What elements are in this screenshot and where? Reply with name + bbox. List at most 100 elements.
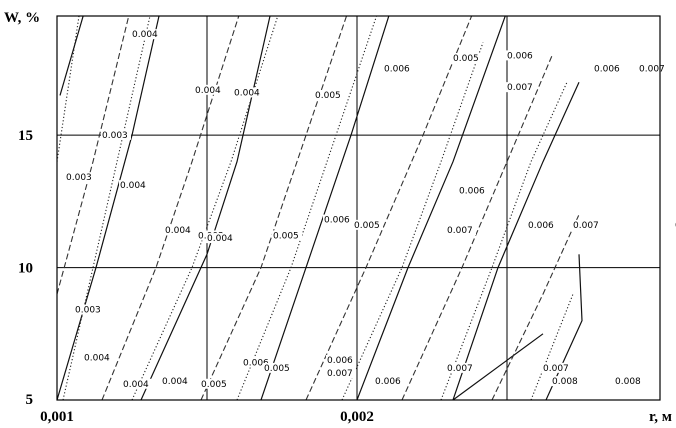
plot-frame xyxy=(56,15,661,401)
contour-label-27: 0.004 xyxy=(123,380,149,390)
contour-label-12: 0.004 xyxy=(120,181,146,191)
x-tick-label-0: 0,001 xyxy=(40,409,74,425)
contour-label-1: 0.004 xyxy=(195,86,221,96)
tick-labels: 0,001 0,002 5 10 15 xyxy=(18,128,374,425)
contour-label-13: 0.006 xyxy=(459,186,485,196)
contour-label-30: 0.006 xyxy=(243,359,269,369)
contour-label-31: 0.005 xyxy=(264,364,290,374)
contour-label-bg-18 xyxy=(323,214,353,225)
contour-label-bg-7 xyxy=(506,82,536,93)
contour-label-bg-23 xyxy=(674,219,676,230)
contour-label-bg-20 xyxy=(446,225,476,236)
contour-label-19: 0.005 xyxy=(354,221,380,231)
series-line-2-solid xyxy=(140,16,271,400)
contour-label-6: 0.006 xyxy=(507,51,533,61)
contour-label-bg-25 xyxy=(74,304,104,315)
contour-label-7: 0.007 xyxy=(507,83,533,93)
contour-label-16: 0.004 xyxy=(207,234,233,244)
contour-label-34: 0.006 xyxy=(375,377,401,387)
series-line-1-solid xyxy=(57,16,160,400)
contour-label-bg-37 xyxy=(551,376,581,387)
contour-label-bg-0 xyxy=(131,29,161,40)
contour-label-33: 0.007 xyxy=(327,369,353,379)
series-line-3-solid xyxy=(260,16,390,400)
contour-label-bg-38 xyxy=(614,376,644,387)
y-tick-label-2: 15 xyxy=(18,128,33,144)
contour-label-17: 0.005 xyxy=(273,231,299,241)
contour-label-35: 0.007 xyxy=(447,364,473,374)
series-line-7-solid xyxy=(452,333,544,400)
contour-label-28: 0.004 xyxy=(162,377,188,387)
contour-label-bg-13 xyxy=(458,185,488,196)
series-line-10-dashed xyxy=(200,16,348,400)
contour-label-bg-10 xyxy=(101,129,131,140)
y-axis-label: W, % xyxy=(4,10,40,26)
contour-label-38: 0.008 xyxy=(615,377,641,387)
contour-label-32: 0.006 xyxy=(327,356,353,366)
contour-label-bg-26 xyxy=(83,352,113,363)
contour-label-29: 0.005 xyxy=(201,380,227,390)
contour-label-bg-17 xyxy=(272,230,302,241)
contour-label-8: 0.006 xyxy=(594,65,620,75)
contour-label-11: 0.003 xyxy=(66,173,92,183)
contour-label-bg-4 xyxy=(383,63,413,74)
contour-label-36: 0.007 xyxy=(543,364,569,374)
contour-label-26: 0.004 xyxy=(84,353,110,363)
series-line-4-solid xyxy=(356,16,506,400)
contour-label-3: 0.005 xyxy=(315,91,341,101)
contour-label-bg-6 xyxy=(506,50,536,61)
contour-label-bg-31 xyxy=(263,362,293,373)
series-line-19-dotted xyxy=(440,81,568,400)
contour-label-bg-12 xyxy=(119,180,149,191)
contour-label-bg-32 xyxy=(326,354,356,365)
contour-label-4: 0.006 xyxy=(384,65,410,75)
contour-label-bg-27 xyxy=(122,378,152,389)
series-line-17-dotted xyxy=(236,16,378,400)
contour-label-bg-35 xyxy=(446,362,476,373)
contour-label-14: 0.004 xyxy=(165,226,191,236)
x-tick-label-1: 0,002 xyxy=(340,409,374,425)
contour-label-0: 0.004 xyxy=(132,30,158,40)
contour-label-10: 0.003 xyxy=(102,131,128,141)
y-tick-label-0: 5 xyxy=(26,392,34,408)
series-line-6-solid xyxy=(545,254,583,400)
contour-label-bg-11 xyxy=(65,172,95,183)
series-group xyxy=(57,16,583,400)
contour-label-37: 0.008 xyxy=(552,377,578,387)
contour-label-bg-8 xyxy=(593,63,623,74)
contour-label-bg-36 xyxy=(542,362,572,373)
series-line-12-dashed xyxy=(401,55,553,400)
contour-label-18: 0.006 xyxy=(324,216,350,226)
contour-label-bg-30 xyxy=(242,357,272,368)
contour-label-bg-19 xyxy=(353,219,383,230)
y-tick-label-1: 10 xyxy=(18,261,33,277)
contour-label-5: 0.005 xyxy=(453,54,479,64)
contour-label-2: 0.004 xyxy=(234,88,260,98)
contour-label-9: 0.007 xyxy=(639,65,665,75)
contour-label-bg-22 xyxy=(572,219,602,230)
series-line-11-dashed xyxy=(305,16,473,400)
series-line-9-dashed xyxy=(101,16,240,400)
contour-label-bg-3 xyxy=(314,90,344,101)
contour-label-25: 0.003 xyxy=(75,306,101,316)
contour-label-22: 0.007 xyxy=(573,221,599,231)
contour-label-20: 0.007 xyxy=(447,226,473,236)
contour-label-bg-1 xyxy=(194,84,224,95)
x-axis-label: r, м xyxy=(649,409,672,425)
series-line-18-dotted xyxy=(341,42,484,400)
contour-label-bg-33 xyxy=(326,368,356,379)
contour-label-bg-5 xyxy=(452,53,482,64)
contour-label-bg-2 xyxy=(233,87,263,98)
grid xyxy=(57,16,660,400)
contour-label-bg-28 xyxy=(161,376,191,387)
series-line-16-dotted xyxy=(131,16,279,400)
contour-label-21: 0.006 xyxy=(528,221,554,231)
series-line-13-dashed xyxy=(491,214,580,400)
series-line-5-solid xyxy=(452,81,580,400)
contour-label-bg-29 xyxy=(200,378,230,389)
contour-label-bg-16 xyxy=(206,233,236,244)
contour-label-bg-21 xyxy=(527,219,557,230)
